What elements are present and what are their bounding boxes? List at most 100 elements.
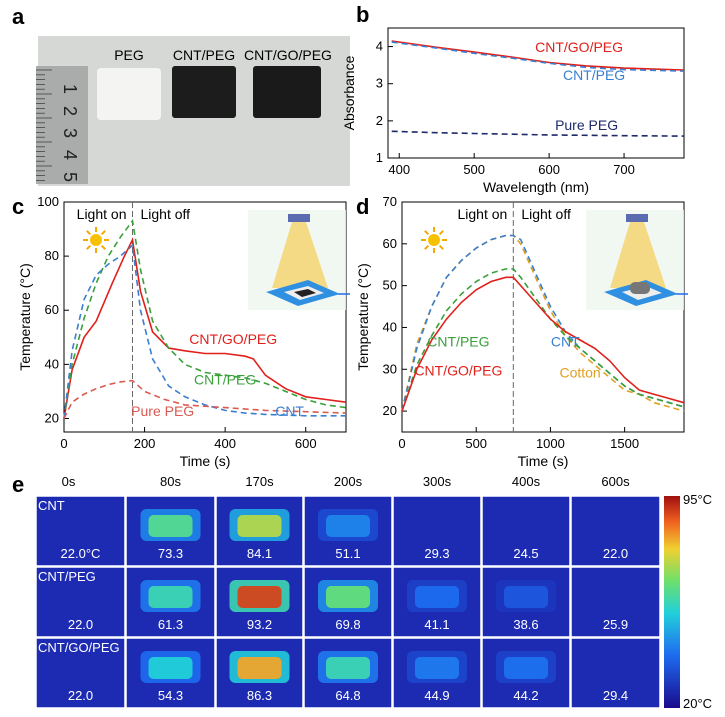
ruler-digit: 3 (60, 128, 80, 138)
time-label: 0s (62, 474, 76, 489)
y-tick-label: 80 (45, 248, 59, 263)
series-line-cnt-peg (391, 41, 685, 72)
x-tick-label: 600 (295, 436, 317, 451)
plot-frame (63, 201, 347, 433)
ruler-digit: 5 (60, 172, 80, 182)
chart-c: c 0 200 400 600 20 40 60 80 100 Time (s) Temperatur… (12, 194, 350, 469)
y-tick-label: 1 (376, 150, 383, 165)
series-line-pure-peg (63, 379, 347, 419)
thermal-value: 22.0 (68, 688, 93, 703)
series-line-pure-peg (391, 130, 685, 137)
ruler-digit: 2 (60, 106, 80, 116)
y-tick-label: 60 (383, 236, 397, 251)
thermal-cell: 54.3 (125, 637, 216, 709)
panel-letter-c: c (12, 194, 24, 219)
series-line-cnt (63, 243, 346, 419)
thermal-value: 22.0 (603, 546, 628, 561)
thermal-value: 64.8 (335, 688, 360, 703)
y-tick-label: 20 (383, 403, 397, 418)
thermal-cell: 69.8 (303, 566, 393, 638)
thermal-value: 73.3 (158, 546, 183, 561)
thermal-cell: 73.3 (125, 495, 216, 567)
light-on-label: Light on (457, 206, 507, 222)
series-annotation: Pure PEG (131, 403, 194, 419)
x-tick-label: 500 (463, 162, 485, 177)
x-tick-label: 700 (613, 162, 635, 177)
series-annotation: CNT/GO/PEG (189, 331, 277, 347)
thermal-cell: 61.3 (125, 566, 216, 638)
thermal-cell: 64.8 (303, 637, 393, 709)
panel-letter-e: e (12, 472, 24, 497)
panel-letter-b: b (356, 2, 369, 27)
plot-frame (387, 27, 685, 159)
thermal-value: 61.3 (158, 617, 183, 632)
time-label: 300s (423, 474, 452, 489)
series-line-cnt-peg (401, 268, 685, 412)
thermal-value: 29.4 (603, 688, 628, 703)
series-annotation: Cotton (559, 365, 600, 381)
chart-d: d 0 500 1000 1500 20 30 40 50 60 70 Time (s) Tempera… (355, 194, 688, 469)
thermal-cell: 84.1 (215, 495, 304, 567)
x-tick-label: 0 (60, 436, 67, 451)
panel-e-thermal: e 95°C 20°C 0s 80s 170s 200s 300s 400s 600s 22.… (0, 470, 725, 712)
series-line-cnt-peg (63, 218, 347, 419)
y-tick-label: 50 (383, 278, 397, 293)
thermal-cell: 44.9 (392, 637, 482, 709)
sun-icon (83, 227, 109, 253)
thermal-cell: 93.2 (215, 566, 304, 638)
x-tick-label: 0 (398, 436, 405, 451)
steel-ruler (36, 66, 88, 184)
series-line-cnt-go-peg (401, 276, 685, 412)
y-tick-label: 40 (45, 356, 59, 371)
ruler-digit: 4 (60, 150, 80, 160)
series-line-cnt-go-peg (63, 237, 347, 419)
thermal-cell: 22.0 (35, 566, 126, 638)
series-annotation: CNT (551, 333, 580, 349)
sun-icon (421, 227, 447, 253)
series-annotation: CNT/PEG (194, 372, 256, 388)
series-line-cnt-go-peg (391, 40, 685, 71)
x-tick-label: 400 (214, 436, 236, 451)
sample-cnt-peg (172, 66, 236, 118)
thermal-value: 41.1 (424, 617, 449, 632)
thermal-cell: 22.0 (570, 495, 661, 567)
time-label: 600s (601, 474, 630, 489)
thermal-cell: 22.0 (35, 637, 126, 709)
colorbar (664, 496, 680, 708)
thermal-value: 93.2 (247, 617, 272, 632)
label-cnt-go-peg: CNT/GO/PEG (244, 47, 332, 63)
panel-letter-d: d (356, 194, 369, 219)
series-annotation: Pure PEG (555, 117, 618, 133)
thermal-cell: 29.4 (570, 637, 661, 709)
colorbar-min: 20°C (683, 696, 712, 711)
thermal-value: 38.6 (513, 617, 538, 632)
sample-photo: 1 2 3 4 5 PEG CNT/PEG CNT/GO/PEG a (12, 4, 350, 186)
label-cnt-peg: CNT/PEG (173, 47, 235, 63)
sample-peg (97, 68, 161, 120)
series-annotation: CNT (275, 403, 304, 419)
x-axis-label: Time (s) (180, 453, 231, 469)
thermal-cell: 38.6 (481, 566, 571, 638)
x-tick-label: 600 (538, 162, 560, 177)
thermal-value: 44.9 (424, 688, 449, 703)
y-tick-label: 30 (383, 361, 397, 376)
series-annotation: CNT/PEG (563, 67, 625, 83)
thermal-cell: 24.5 (481, 495, 571, 567)
series-annotation: CNT/GO/PEG (535, 39, 623, 55)
x-tick-label: 400 (388, 162, 410, 177)
thermal-value: 25.9 (603, 617, 628, 632)
thermal-value: 84.1 (247, 546, 272, 561)
thermal-value: 86.3 (247, 688, 272, 703)
sample-cnt-go-peg (253, 66, 321, 118)
y-tick-label: 2 (376, 113, 383, 128)
label-peg: PEG (114, 47, 144, 63)
row-label: CNT/PEG (38, 569, 96, 584)
light-off-label: Light off (140, 206, 190, 222)
chart-b: b 400 500 600 700 1 2 3 4 Wavelength (nm) Absorban… (341, 2, 685, 195)
series-line-cotton (401, 234, 685, 412)
y-axis-label: Temperature (°C) (355, 263, 371, 371)
row-label: CNT (38, 498, 65, 513)
thermal-cell: 22.0°C (35, 495, 126, 567)
x-axis-label: Time (s) (518, 453, 569, 469)
